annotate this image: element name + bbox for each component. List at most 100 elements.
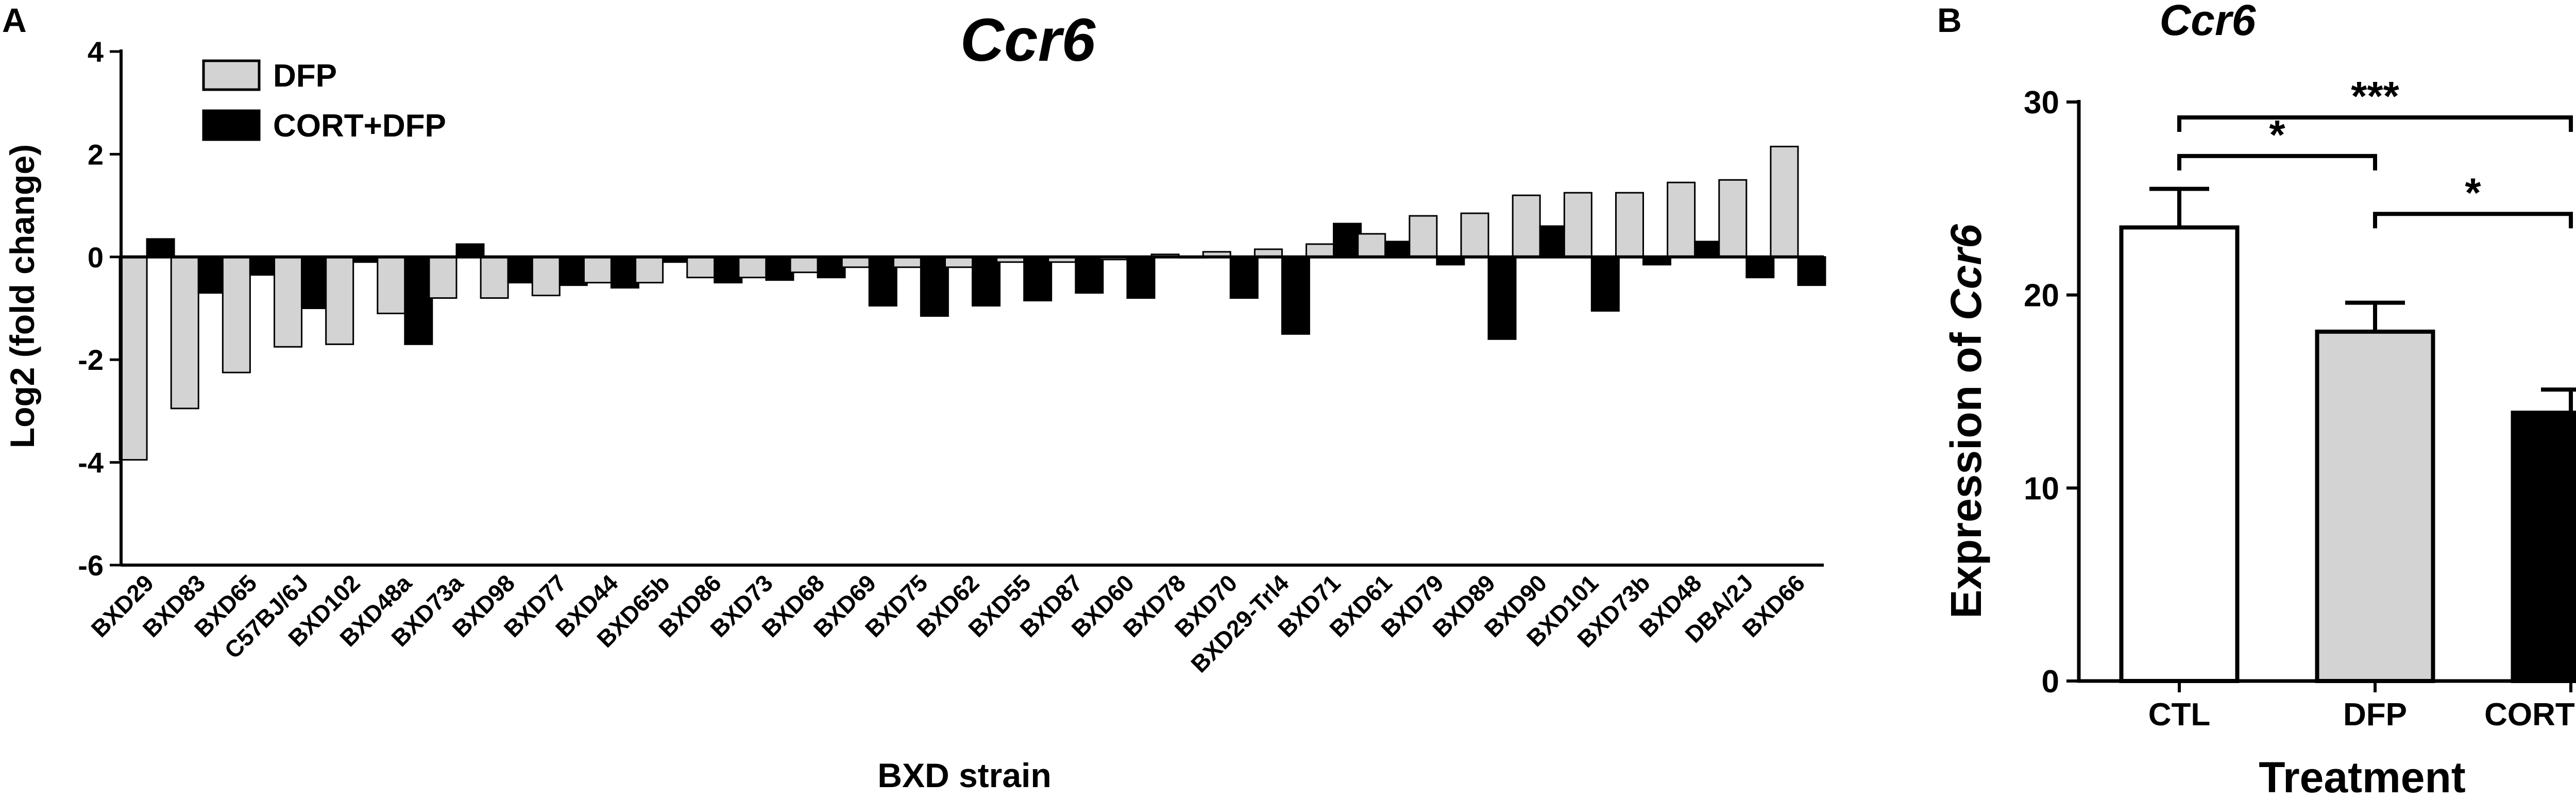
bar-dfp-bxd65 (222, 256, 251, 373)
panel-b-y-axis-label: Expression of Ccr6 (1942, 224, 1990, 619)
y-tick-label: 10 (2024, 471, 2059, 506)
bar-cort-dfp-bxd71 (1333, 223, 1362, 258)
bar-dfp-bxd73 (738, 256, 767, 279)
bar-cort-dfp-bxd87 (1075, 256, 1104, 294)
panel-a-category-labels: BXD29BXD83BXD65C57BJ/6JBXD102BXD48aBXD73… (86, 569, 1810, 678)
legend-label-dfp: DFP (273, 58, 337, 94)
legend-swatch-dfp (202, 59, 261, 91)
significance-label-3: * (2465, 169, 2481, 215)
panel-a-axes (120, 49, 1824, 567)
panel-a-y-axis-label: Log2 (fold change) (3, 144, 41, 448)
bar-cort-dfp-bxd73 (765, 256, 794, 281)
panel-b-x-axis-label: Treatment (2259, 753, 2465, 800)
bar-dfp-bxd77 (531, 256, 561, 297)
bar-cort-dfp-bxd48 (1694, 241, 1723, 258)
significance-label-1: *** (2351, 73, 2399, 119)
panel-a: A Ccr6 Log2 (fold change) BXD strain DFP… (2, 1, 1826, 794)
bar-ctl (2119, 225, 2240, 683)
y-tick-label: 4 (88, 36, 104, 68)
category-label-cort-dfp: CORT+DFP (2484, 697, 2576, 733)
bar-dfp-bxd66 (1770, 145, 1799, 258)
panel-a-x-axis-label: BXD strain (877, 756, 1051, 794)
panel-b-bars (2119, 186, 2576, 683)
bar-cort-dfp (2511, 411, 2576, 683)
bar-cort-dfp-bxd68 (817, 256, 846, 279)
bar-cort-dfp-bxd44 (610, 256, 639, 289)
bar-dfp-bxd68 (789, 256, 819, 274)
panel-b-letter: B (1937, 1, 1962, 39)
y-tick-label: -2 (78, 344, 104, 376)
bar-dfp-bxd29 (118, 256, 148, 461)
panel-b-category-labels: CTL DFP CORT+DFP (2148, 681, 2576, 733)
panel-a-y-ticks: 4 2 0 -2 -4 -6 (78, 36, 121, 582)
bar-cort-dfp-bxd61 (1384, 241, 1414, 258)
bar-cort-dfp-bxd48a (404, 256, 433, 345)
bar-dfp-bxd61 (1357, 233, 1386, 258)
panel-b: B Ccr6 Expression of Ccr6 Treatment 30 20… (1937, 0, 2576, 800)
panel-a-title: Ccr6 (960, 6, 1096, 74)
bar-cort-dfp-bxd29 (146, 238, 175, 258)
y-tick-label: 30 (2024, 85, 2059, 121)
panel-b-y-ticks: 30 20 10 0 (2024, 85, 2079, 700)
category-label-ctl: CTL (2148, 697, 2211, 733)
bar-dfp-bxd86 (686, 256, 716, 279)
panel-a-legend: DFP CORT+DFP (202, 58, 446, 144)
bar-dfp-c57bj-6j (274, 256, 303, 348)
bar-cort-dfp-bxd62 (972, 256, 1001, 307)
bar-dfp-bxd83 (170, 256, 199, 410)
panel-b-y-axis-label-gene: Ccr6 (1942, 224, 1990, 320)
significance-bracket-2 (2177, 154, 2377, 171)
bar-dfp-bxd73b (1615, 192, 1644, 258)
y-tick-label: 2 (88, 138, 104, 171)
bar-cort-dfp-bxd29-trl4 (1281, 256, 1310, 335)
bar-cort-dfp-bxd65 (249, 256, 278, 276)
significance-label-2: * (2269, 112, 2285, 158)
bar-dfp-bxd48a (377, 256, 406, 314)
bar-cort-dfp-bxd70 (1229, 256, 1259, 299)
bar-cort-dfp-bxd90 (1539, 225, 1568, 258)
bar-dfp (2315, 329, 2435, 683)
bar-cort-dfp-bxd75 (920, 256, 949, 317)
panel-a-letter: A (2, 1, 27, 39)
legend-label-cort-dfp: CORT+DFP (273, 108, 446, 144)
bar-cort-dfp-bxd60 (1126, 256, 1156, 299)
bar-cort-dfp-bxd66 (1797, 256, 1826, 286)
bar-dfp-bxd98 (480, 256, 509, 299)
panel-a-bars (118, 145, 1826, 461)
y-tick-label: 20 (2024, 278, 2059, 314)
bar-cort-dfp-bxd77 (558, 256, 588, 286)
panel-b-title: Ccr6 (2160, 0, 2257, 44)
y-tick-label: 0 (2042, 664, 2059, 700)
panel-b-y-axis-label-text: Expression of (1942, 320, 1990, 619)
bar-dfp-bxd101 (1563, 192, 1592, 258)
significance-bracket-1 (2177, 115, 2573, 132)
bar-cort-dfp-bxd69 (868, 256, 897, 307)
significance-bracket-3 (2373, 212, 2573, 229)
bar-dfp-dba-2j (1718, 179, 1748, 258)
y-tick-label: -6 (78, 549, 104, 582)
bar-cort-dfp-c57bj-6j (301, 256, 330, 309)
bar-dfp-bxd73a (428, 256, 457, 299)
bar-cort-dfp-dba-2j (1745, 256, 1775, 279)
bar-cort-dfp-bxd83 (197, 256, 227, 294)
panel-b-significance: ***** (2177, 73, 2573, 229)
bar-cort-dfp-bxd89 (1487, 256, 1517, 340)
bar-dfp-bxd89 (1460, 212, 1489, 258)
category-label-dfp: DFP (2343, 697, 2407, 733)
panel-b-axes (2077, 100, 2576, 683)
bar-cort-dfp-bxd73a (455, 243, 485, 258)
bar-dfp-bxd44 (583, 256, 612, 284)
bar-dfp-bxd48 (1667, 181, 1696, 258)
legend-swatch-cort-dfp (202, 109, 261, 141)
bar-cort-dfp-bxd101 (1590, 256, 1620, 312)
bar-cort-dfp-bxd86 (714, 256, 743, 284)
bar-dfp-bxd71 (1306, 243, 1335, 258)
bar-cort-dfp-bxd98 (507, 256, 536, 284)
bar-dfp-bxd65b (635, 256, 664, 284)
bar-dfp-bxd102 (325, 256, 354, 345)
y-tick-label: -4 (78, 447, 104, 479)
bar-dfp-bxd90 (1512, 194, 1541, 258)
y-tick-label: 0 (88, 241, 104, 274)
bar-cort-dfp-bxd55 (1023, 256, 1053, 302)
